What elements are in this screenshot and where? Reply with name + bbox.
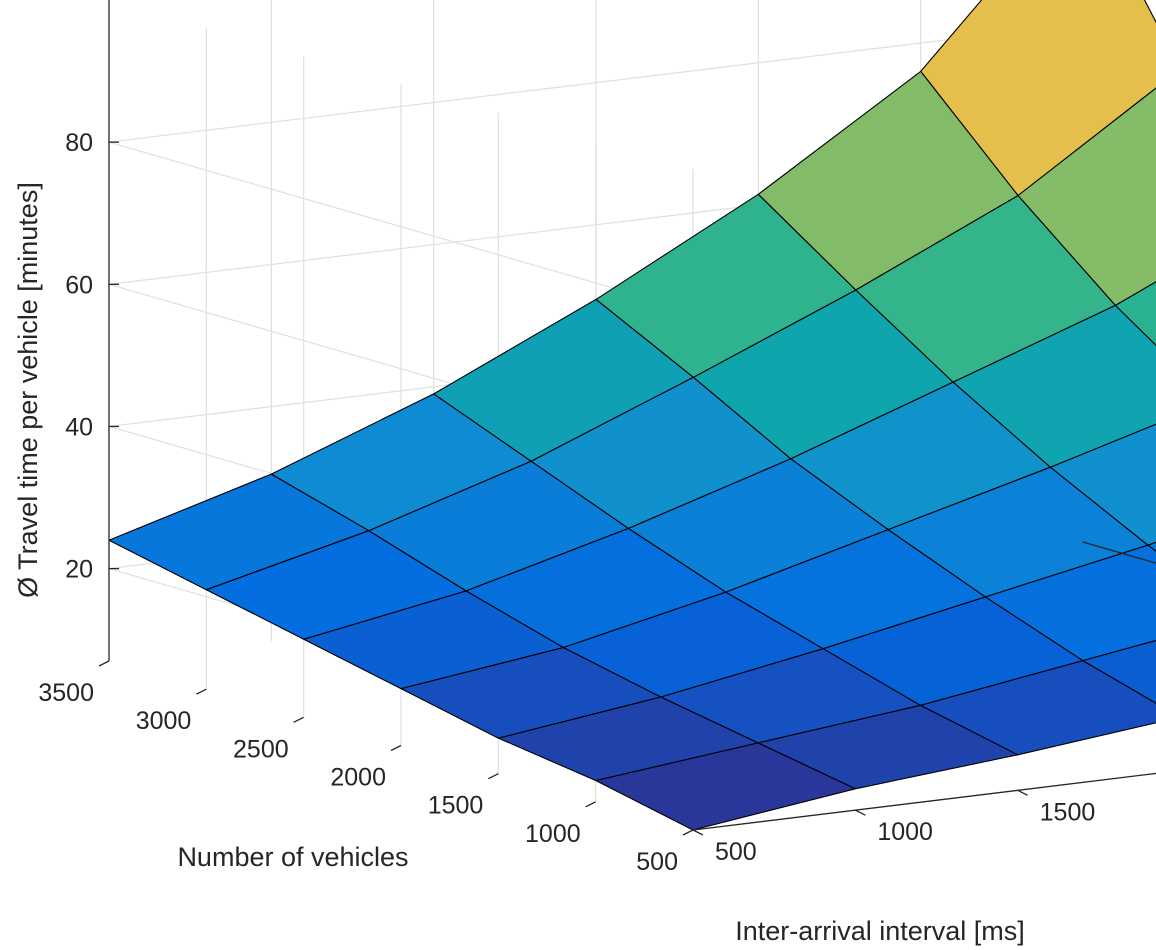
z-axis-label: Ø Travel time per vehicle [minutes] <box>13 182 43 598</box>
y-tick-label: 500 <box>715 838 757 866</box>
grid-line <box>108 22 1084 143</box>
x-tick-label: 500 <box>636 848 678 876</box>
surface-face <box>108 473 370 591</box>
y-tick-mark <box>692 829 704 836</box>
z-tick-label: 60 <box>65 271 93 299</box>
y-tick-mark <box>855 809 866 816</box>
x-tick-mark <box>585 801 596 808</box>
z-tick-label: 20 <box>65 556 93 584</box>
x-tick-label: 3500 <box>38 679 94 707</box>
x-tick-mark <box>98 660 110 667</box>
x-tick-label: 2000 <box>330 764 386 792</box>
grid-line <box>108 141 694 312</box>
x-tick-label: 3000 <box>136 707 192 735</box>
x-axis-label: Number of vehicles <box>177 842 408 872</box>
x-tick-label: 2500 <box>233 735 289 763</box>
x-tick-mark <box>488 773 499 780</box>
x-tick-label: 1000 <box>525 820 581 848</box>
z-tick-label: 80 <box>65 129 93 157</box>
x-tick-mark <box>682 829 694 836</box>
x-tick-mark <box>390 744 402 752</box>
y-tick-label: 1500 <box>1040 798 1096 826</box>
surface-plot <box>108 0 1156 831</box>
x-tick-label: 1500 <box>428 792 484 820</box>
y-axis-label: Inter-arrival interval [ms] <box>735 916 1025 946</box>
x-tick-mark <box>293 716 304 723</box>
tick-labels: 500 1000 1500 2000 2500 3000 3500 500 1000 1500 20… <box>38 129 1096 876</box>
y-tick-mark <box>1017 789 1028 796</box>
y-tick-label: 1000 <box>877 818 933 846</box>
z-tick-label: 40 <box>65 413 93 441</box>
x-tick-mark <box>196 688 207 695</box>
